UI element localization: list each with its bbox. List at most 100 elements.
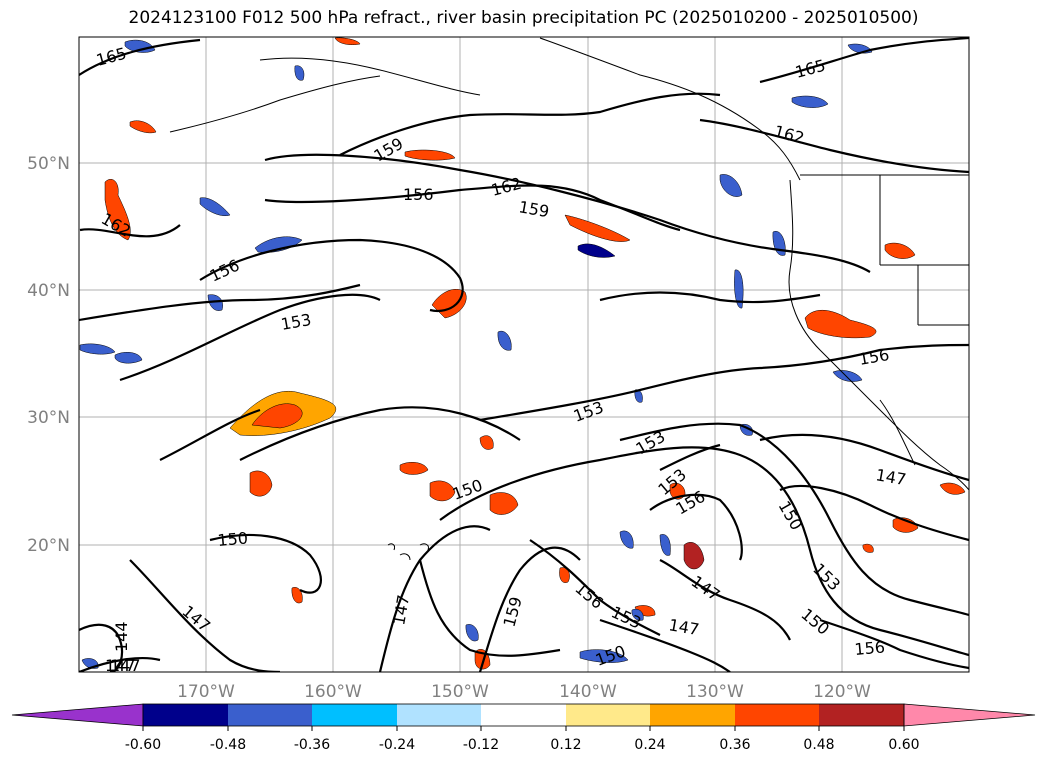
lat-label: 20°N bbox=[27, 536, 70, 556]
west-coast bbox=[788, 179, 969, 491]
colorbar-tick-label: -0.12 bbox=[463, 737, 499, 753]
baja bbox=[879, 399, 916, 466]
contour-156 bbox=[199, 238, 464, 313]
colorbar-tick-label: 0.36 bbox=[719, 737, 750, 753]
contour-153 bbox=[599, 618, 731, 672]
blob-positive bbox=[291, 587, 303, 604]
blob-positive bbox=[489, 492, 519, 515]
lon-label: 160°W bbox=[304, 682, 362, 702]
blob-negative bbox=[79, 343, 116, 355]
blob-negative bbox=[497, 330, 512, 351]
lon-label: 170°W bbox=[177, 682, 235, 702]
contour-162 bbox=[699, 118, 969, 174]
lat-label: 50°N bbox=[27, 154, 70, 174]
contour-150 bbox=[159, 408, 261, 461]
colorbar-extend-high bbox=[903, 703, 1036, 727]
contour-label: 156 bbox=[854, 637, 886, 659]
blob-negative bbox=[619, 530, 634, 549]
precip-blobs bbox=[79, 37, 966, 670]
alaska-coast bbox=[259, 37, 801, 181]
contour-label: 144 bbox=[112, 621, 131, 652]
contour-label: 147 bbox=[105, 656, 136, 675]
blob-negative bbox=[465, 624, 479, 642]
coastlines bbox=[169, 37, 969, 561]
hawaii bbox=[387, 543, 429, 561]
contour-147 bbox=[79, 657, 161, 672]
contours bbox=[79, 37, 969, 672]
lon-label: 120°W bbox=[813, 682, 871, 702]
blob-negative bbox=[207, 294, 223, 311]
blob-negative bbox=[791, 95, 829, 108]
colorbar-segment bbox=[312, 704, 397, 726]
colorbar-tick-label: 0.24 bbox=[634, 737, 665, 753]
chart-title: 2024123100 F012 500 hPa refract., river … bbox=[128, 8, 919, 28]
colorbar-tick-label: 0.12 bbox=[550, 737, 581, 753]
blob-positive bbox=[862, 543, 874, 553]
contour-150 bbox=[239, 406, 521, 461]
state-lines bbox=[879, 175, 969, 326]
blob-positive bbox=[404, 149, 456, 161]
contour-156 bbox=[819, 618, 969, 670]
contour-153 bbox=[479, 343, 969, 422]
contour-159 bbox=[418, 559, 561, 657]
contour-147 bbox=[779, 484, 969, 542]
blob-negative bbox=[832, 370, 863, 382]
blob-positive bbox=[251, 403, 303, 429]
blob-negative bbox=[577, 243, 616, 258]
colorbar-segment bbox=[566, 704, 650, 726]
contour-label: 156 bbox=[403, 185, 434, 204]
colorbar-segment bbox=[819, 704, 904, 726]
lon-label: 150°W bbox=[431, 682, 489, 702]
blob-positive bbox=[564, 214, 631, 242]
contour-165 bbox=[759, 37, 969, 84]
blob-negative bbox=[114, 352, 143, 364]
colorbar-segment bbox=[143, 704, 228, 726]
blob-positive bbox=[429, 480, 456, 502]
colorbar-segment bbox=[650, 704, 735, 726]
blob-positive bbox=[804, 310, 877, 339]
blob-positive bbox=[334, 37, 361, 45]
colorbar-tick-label: 0.60 bbox=[888, 737, 919, 753]
contour-label: 147 bbox=[110, 656, 141, 675]
colorbar-tick-label: -0.48 bbox=[210, 737, 246, 753]
contour-144 bbox=[79, 623, 124, 672]
lon-label: 130°W bbox=[686, 682, 744, 702]
colorbar-tick-label: 0.48 bbox=[803, 737, 834, 753]
colorbar-segment bbox=[735, 704, 819, 726]
contour-153 bbox=[659, 443, 721, 471]
blob-positive bbox=[104, 179, 131, 241]
contour-162 bbox=[79, 224, 181, 238]
blob-positive bbox=[683, 542, 705, 570]
contour-165 bbox=[79, 38, 201, 76]
contour-159 bbox=[478, 546, 581, 672]
blob-positive bbox=[129, 120, 157, 134]
blob-negative bbox=[631, 608, 644, 621]
colorbar-segment bbox=[397, 704, 481, 726]
contour-153 bbox=[619, 422, 969, 617]
blob-positive bbox=[939, 482, 966, 495]
blob-negative bbox=[579, 649, 629, 663]
contour-150 bbox=[439, 446, 969, 657]
colorbar-tick-label: -0.36 bbox=[294, 737, 330, 753]
lat-label: 40°N bbox=[27, 281, 70, 301]
contour-156 bbox=[649, 493, 743, 561]
contour-147 bbox=[759, 433, 969, 482]
blob-positive bbox=[479, 435, 494, 450]
lat-label: 30°N bbox=[27, 408, 70, 428]
colorbar-tick-label: -0.60 bbox=[125, 737, 161, 753]
contour-150 bbox=[209, 533, 322, 594]
blob-positive bbox=[884, 242, 916, 259]
blob-negative bbox=[294, 65, 305, 81]
contour-156-lower bbox=[264, 184, 681, 232]
contour-147 bbox=[129, 559, 281, 672]
contour-label: 150 bbox=[217, 528, 249, 550]
blob-negative bbox=[734, 269, 744, 309]
blob-negative bbox=[124, 39, 156, 53]
blob-positive bbox=[249, 470, 273, 497]
graticule bbox=[79, 37, 969, 672]
blob-negative bbox=[199, 197, 231, 216]
contour-153 bbox=[79, 283, 361, 322]
colorbar: -0.60 -0.48 -0.36 -0.24 -0.12 0.12 0.24 … bbox=[11, 703, 1036, 753]
blob-negative bbox=[659, 534, 671, 556]
